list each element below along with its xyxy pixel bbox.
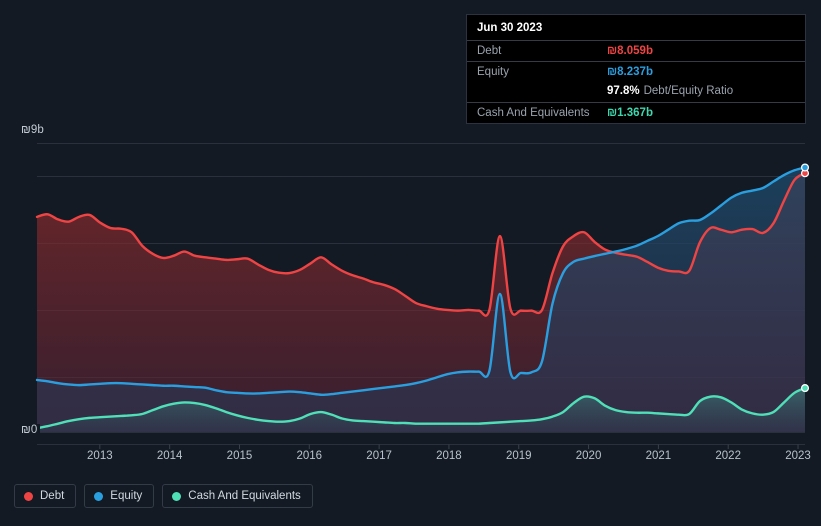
tooltip-row-cash: Cash And Equivalents ₪1.367b <box>467 102 805 123</box>
tooltip-ratio-value: 97.8% <box>607 85 640 97</box>
line-cash-and-equivalents <box>35 386 807 430</box>
legend-label-debt: Debt <box>40 490 65 502</box>
x-tick-label-2023: 2023 <box>785 450 811 462</box>
y-axis-zero-label: ₪0 <box>21 424 41 436</box>
legend-label-equity: Equity <box>110 490 143 502</box>
x-tick-label-2015: 2015 <box>226 450 253 462</box>
area-cash-and-equivalents <box>37 388 805 432</box>
area-equity <box>37 167 805 432</box>
tooltip-value-equity: ₪8.237b <box>607 66 653 78</box>
tooltip-key-cash: Cash And Equivalents <box>477 107 590 119</box>
x-axis-labels: 2013 2014 2015 2016 2017 2018 2019 2020 2021 2022… <box>0 450 821 466</box>
x-tick-label-2019: 2019 <box>505 450 532 462</box>
legend-dot-cash-icon <box>172 491 182 501</box>
tooltip-date: Jun 30 2023 <box>477 22 543 34</box>
x-tick-label-2016: 2016 <box>296 450 323 462</box>
series-lines <box>35 166 807 430</box>
x-tick-label-2018: 2018 <box>436 450 462 462</box>
endpoint-marker-cash-and-equivalents <box>800 384 810 393</box>
tooltip-row-debt: Debt ₪8.059b <box>467 40 805 61</box>
tooltip-ratio-label: Debt/Equity Ratio <box>643 85 734 97</box>
line-debt <box>35 172 807 317</box>
legend-dot-equity-icon <box>94 491 104 501</box>
legend-dot-debt-icon <box>24 491 33 501</box>
tooltip-row-equity: Equity ₪8.237b <box>467 61 805 82</box>
x-tick-label-2021: 2021 <box>645 450 672 462</box>
x-tick-label-2020: 2020 <box>575 450 602 462</box>
series-areas <box>37 167 805 432</box>
tooltip-value-cash: ₪1.367b <box>607 107 653 119</box>
x-tick-label-2014: 2014 <box>156 450 183 462</box>
tooltip-row-ratio: 97.8% Debt/Equity Ratio <box>467 82 805 102</box>
chart-legend[interactable]: Debt Equity Cash And Equivalents <box>14 484 313 508</box>
legend-item-cash[interactable]: Cash And Equivalents <box>162 484 313 508</box>
chart-tooltip: Jun 30 2023 Debt ₪8.059b Equity ₪8.237b … <box>466 14 806 124</box>
x-tick-label-2013: 2013 <box>87 450 113 462</box>
tooltip-key-debt: Debt <box>477 45 502 57</box>
y-axis-top-label: ₪9b <box>21 124 47 136</box>
legend-item-debt[interactable]: Debt <box>14 484 77 508</box>
endpoint-marker-equity <box>800 163 810 172</box>
line-equity <box>35 166 807 396</box>
legend-label-cash: Cash And Equivalents <box>188 490 301 502</box>
tooltip-value-debt: ₪8.059b <box>607 45 653 57</box>
x-axis-ticks <box>37 444 805 449</box>
endpoint-markers <box>800 163 810 393</box>
x-tick-label-2017: 2017 <box>366 450 392 462</box>
tooltip-key-equity: Equity <box>477 66 509 78</box>
legend-item-equity[interactable]: Equity <box>84 484 155 508</box>
x-tick-label-2022: 2022 <box>715 450 741 462</box>
